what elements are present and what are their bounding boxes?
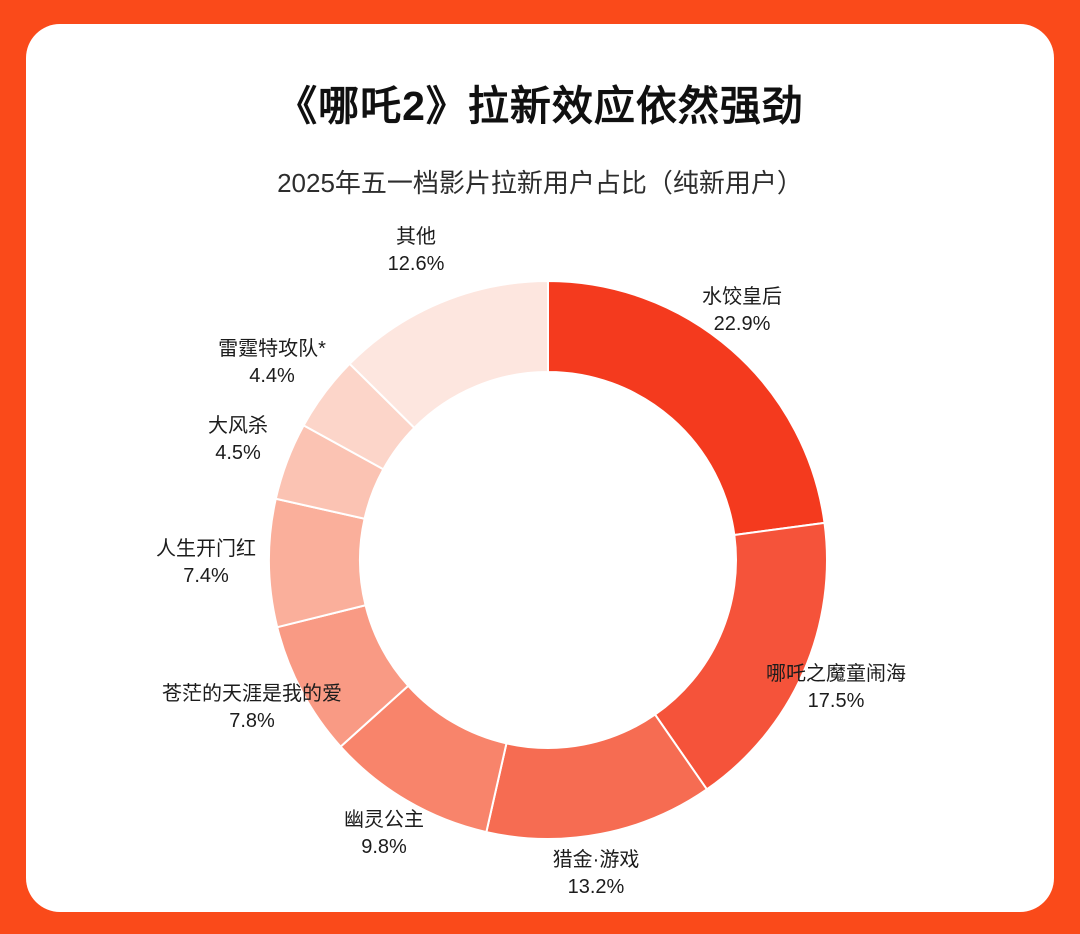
slice-name: 大风杀	[208, 415, 268, 437]
slice-label-shuijiaohuanghou: 水饺皇后 22.9%	[702, 284, 782, 338]
slice-name: 人生开门红	[156, 538, 256, 560]
slice-label-dafengsha: 大风杀 4.5%	[208, 413, 268, 467]
page-title: 《哪吒2》拉新效应依然强劲	[276, 83, 804, 129]
donut-chart	[268, 279, 828, 840]
slice-name: 雷霆特攻队*	[218, 338, 326, 360]
slice-percent: 12.6%	[387, 253, 445, 275]
slice-percent: 9.8%	[361, 836, 407, 858]
slice-percent: 22.9%	[713, 313, 771, 335]
slice-percent: 4.5%	[215, 442, 261, 464]
slice-name: 哪吒之魔童闹海	[766, 663, 906, 685]
slice-label-liejin-youxi: 猎金·游戏 13.2%	[553, 847, 640, 901]
slice-name: 苍茫的天涯是我的爱	[162, 683, 342, 705]
slice-label-youlinggongzhu: 幽灵公主 9.8%	[344, 807, 424, 861]
slice-label-cangmang: 苍茫的天涯是我的爱 7.8%	[162, 681, 342, 735]
slice-label-nezha: 哪吒之魔童闹海 17.5%	[766, 661, 906, 715]
slice-label-renshengkaimenhong: 人生开门红 7.4%	[156, 536, 256, 590]
slice-percent: 7.4%	[183, 565, 229, 587]
donut-slice-1	[653, 521, 828, 791]
donut-slice-8	[348, 279, 549, 430]
slice-label-qita: 其他 12.6%	[388, 224, 445, 278]
slice-name: 其他	[396, 226, 436, 248]
slice-name: 水饺皇后	[702, 286, 782, 308]
slice-percent: 17.5%	[807, 690, 865, 712]
slice-percent: 7.8%	[229, 710, 275, 732]
slice-percent: 4.4%	[249, 365, 295, 387]
donut-slice-5	[268, 497, 367, 629]
slice-label-leiting: 雷霆特攻队* 4.4%	[218, 336, 326, 390]
chart-subtitle: 2025年五一档影片拉新用户占比（纯新用户）	[277, 168, 803, 198]
slice-name: 猎金·游戏	[552, 849, 640, 871]
slice-name: 幽灵公主	[344, 809, 424, 831]
slice-percent: 13.2%	[567, 876, 625, 898]
donut-slice-0	[547, 279, 826, 537]
